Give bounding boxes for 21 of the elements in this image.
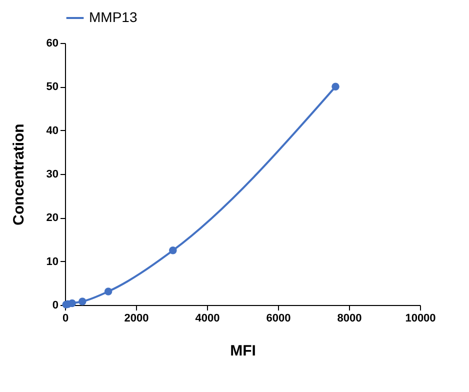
legend-label: MMP13 <box>89 9 138 25</box>
y-tick-label: 50 <box>46 81 58 94</box>
x-tick-label: 6000 <box>266 312 291 324</box>
y-tick-label: 30 <box>46 168 58 180</box>
x-tick-label: 2000 <box>124 312 149 324</box>
x-tick-label: 4000 <box>195 312 220 324</box>
x-tick-label: 8000 <box>337 312 362 324</box>
point <box>68 299 76 308</box>
point <box>169 246 177 254</box>
y-tick-label: 10 <box>46 256 58 268</box>
y-tick-label: 0 <box>52 300 58 312</box>
point <box>332 82 340 91</box>
point <box>104 288 112 296</box>
x-axis-title: MFI <box>230 342 256 360</box>
y-tick-label: 20 <box>46 212 58 224</box>
y-axis-title: Concentration <box>10 124 28 226</box>
point <box>78 298 86 306</box>
x-tick-label: 10000 <box>405 312 436 324</box>
y-tick-label: 40 <box>46 124 58 137</box>
y-tick-label: 60 <box>46 38 58 50</box>
x-tick-label: 0 <box>62 312 69 324</box>
